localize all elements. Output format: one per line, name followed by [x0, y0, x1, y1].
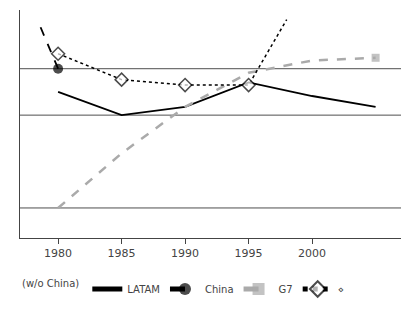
svg-text:2000: 2000 — [298, 247, 326, 260]
svg-text:1990: 1990 — [171, 247, 199, 260]
svg-text:1985: 1985 — [108, 247, 136, 260]
svg-text:⋄: ⋄ — [338, 284, 344, 295]
svg-text:G7: G7 — [279, 284, 293, 295]
svg-text:LATAM: LATAM — [127, 284, 160, 295]
svg-text:China: China — [205, 284, 234, 295]
svg-text:(w/o China): (w/o China) — [22, 278, 79, 289]
svg-text:1980: 1980 — [44, 247, 72, 260]
svg-text:1995: 1995 — [235, 247, 263, 260]
